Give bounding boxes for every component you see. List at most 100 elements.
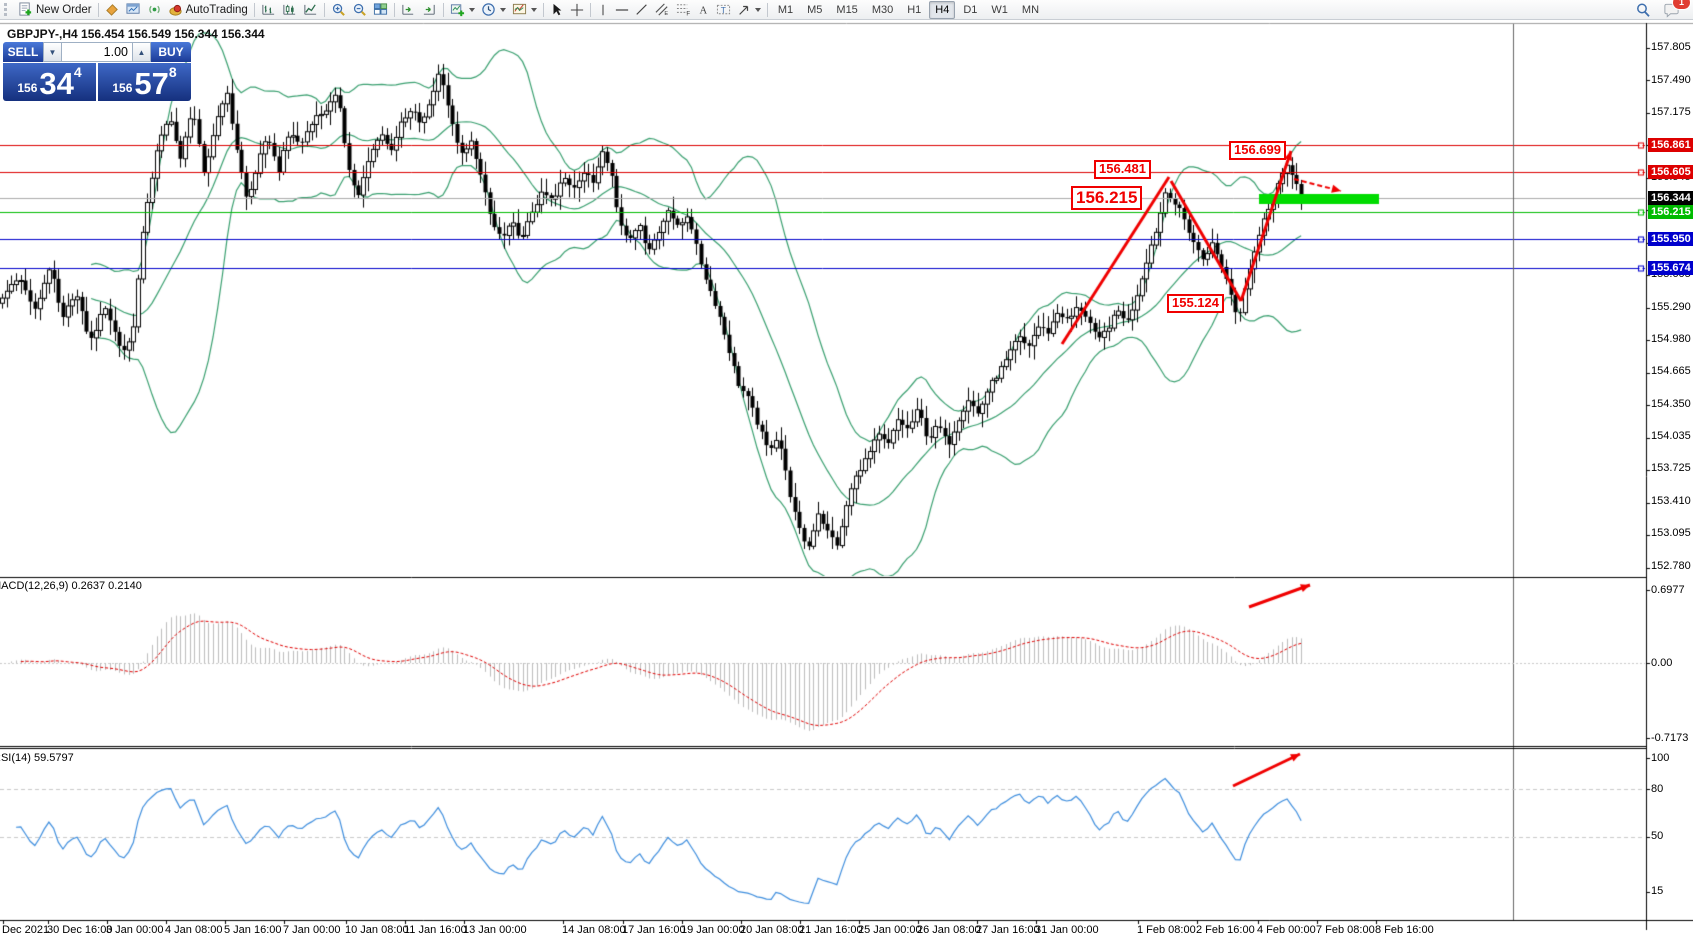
new-order-icon (18, 2, 33, 17)
timeframe-m5[interactable]: M5 (807, 3, 823, 16)
timeframe-switcher: M1 M5 M15 M30 H1 H4 D1 W1 MN (771, 0, 1046, 19)
text-tool-button[interactable]: A (694, 1, 713, 19)
chart-shift-button[interactable] (419, 1, 440, 19)
notification-badge: 1 (1673, 0, 1690, 9)
indicators-dropdown-caret[interactable] (468, 7, 475, 12)
price-line-label-155.950[interactable]: 155.950 (1648, 232, 1693, 247)
macd-axis-tick: 0.00 (1651, 656, 1673, 669)
sell-button[interactable]: SELL (3, 42, 43, 62)
buy-price-pip: 8 (168, 64, 177, 80)
volume-decrease-button[interactable]: ▼ (43, 42, 62, 62)
cursor-icon (550, 3, 564, 17)
zoom-in-button[interactable] (328, 1, 349, 19)
time-axis-label: 2 Feb 16:00 (1196, 924, 1255, 936)
crosshair-tool-button[interactable] (567, 1, 587, 19)
time-axis-label: 31 Jan 00:00 (1035, 924, 1099, 936)
price-axis-tick: 157.175 (1651, 106, 1691, 119)
vertical-line-tool-button[interactable] (594, 1, 612, 19)
buy-price-display[interactable]: 156 57 8 (98, 63, 191, 101)
timeframe-m1[interactable]: M1 (777, 3, 794, 16)
new-order-label: New Order (36, 3, 92, 16)
search-button[interactable] (1632, 1, 1654, 19)
macd-axis-tick: -0.7173 (1651, 731, 1689, 744)
timeframe-d1[interactable]: D1 (963, 3, 978, 16)
ticket-button[interactable] (102, 1, 123, 19)
periods-button[interactable] (478, 1, 509, 19)
zoom-out-icon (352, 2, 367, 17)
timeframe-m15[interactable]: M15 (836, 3, 858, 16)
signals-button[interactable] (144, 1, 165, 19)
price-line-label-156.344[interactable]: 156.344 (1648, 191, 1693, 206)
time-axis-label: 21 Jan 16:00 (799, 924, 863, 936)
trendline-icon (635, 3, 649, 17)
channel-tool-button[interactable]: E (652, 1, 673, 19)
zoom-in-icon (331, 2, 346, 17)
equidistant-channel-icon: E (655, 2, 670, 17)
annotation-price-label[interactable]: 156.699 (1229, 141, 1286, 160)
templates-dropdown-caret[interactable] (530, 7, 537, 12)
time-axis-label: 14 Jan 08:00 (562, 924, 626, 936)
chart-window-button[interactable] (123, 1, 144, 19)
main-toolbar: New Order AutoTrading (0, 0, 1693, 20)
price-line-label-155.674[interactable]: 155.674 (1648, 260, 1693, 275)
timeframe-w1[interactable]: W1 (991, 3, 1008, 16)
fibonacci-tool-button[interactable]: F (673, 1, 694, 19)
price-axis-tick: 152.780 (1651, 559, 1691, 572)
timeframe-h1[interactable]: H1 (907, 3, 922, 16)
time-axis-label: Dec 2021 (2, 924, 50, 936)
fibonacci-icon: F (676, 2, 691, 17)
autotrading-button[interactable]: AutoTrading (165, 1, 251, 19)
time-axis-label: 25 Jan 00:00 (858, 924, 922, 936)
rsi-axis-tick: 100 (1651, 751, 1670, 764)
timeframe-mn[interactable]: MN (1021, 3, 1040, 16)
autotrading-icon (168, 2, 183, 17)
price-line-label-156.861[interactable]: 156.861 (1648, 138, 1693, 153)
time-axis-label: 3 Jan 00:00 (106, 924, 164, 936)
toolbar-grip[interactable] (4, 3, 11, 16)
timeframe-h4[interactable]: H4 (929, 0, 956, 19)
buy-price-prefix: 156 (112, 81, 133, 95)
annotation-price-label[interactable]: 156.215 (1071, 186, 1143, 210)
price-chart-canvas[interactable] (0, 20, 1693, 941)
volume-increase-button[interactable]: ▲ (132, 42, 151, 62)
signal-icon (147, 2, 162, 17)
arrows-dropdown-caret[interactable] (754, 7, 761, 12)
horizontal-line-tool-button[interactable] (612, 1, 632, 19)
cursor-tool-button[interactable] (547, 1, 567, 19)
time-axis-label: 19 Jan 00:00 (681, 924, 745, 936)
svg-text:T: T (721, 5, 726, 15)
price-axis-tick: 154.665 (1651, 365, 1691, 378)
templates-button[interactable] (509, 1, 540, 19)
bar-chart-mode-button[interactable] (258, 1, 279, 19)
indicators-button[interactable] (447, 1, 478, 19)
separator (323, 2, 325, 17)
annotation-price-label[interactable]: 155.124 (1167, 294, 1224, 313)
bar-chart-icon (261, 2, 276, 17)
buy-button[interactable]: BUY (151, 42, 191, 62)
periods-dropdown-caret[interactable] (499, 7, 506, 12)
sell-price-display[interactable]: 156 34 4 (3, 63, 96, 101)
crosshair-icon (570, 3, 584, 17)
candlestick-mode-button[interactable] (279, 1, 300, 19)
separator (542, 2, 544, 17)
timeframe-m30[interactable]: M30 (871, 3, 894, 16)
volume-input[interactable] (62, 42, 132, 62)
macd-indicator-label: MACD(12,26,9) 0.2637 0.2140 (0, 580, 142, 592)
price-line-label-156.215[interactable]: 156.215 (1648, 204, 1693, 219)
tile-windows-button[interactable] (370, 1, 391, 19)
arrow-objects-icon (737, 3, 751, 17)
trendline-tool-button[interactable] (632, 1, 652, 19)
text-label-tool-button[interactable]: T (713, 1, 734, 19)
notifications-button[interactable]: 1 (1660, 0, 1690, 19)
line-chart-mode-button[interactable] (300, 1, 321, 19)
buy-price-big: 57 (134, 66, 169, 101)
price-line-label-156.605[interactable]: 156.605 (1648, 164, 1693, 179)
annotation-price-label[interactable]: 156.481 (1094, 160, 1151, 179)
zoom-out-button[interactable] (349, 1, 370, 19)
new-order-button[interactable]: New Order (15, 1, 95, 19)
auto-scroll-button[interactable] (398, 1, 419, 19)
arrows-tool-button[interactable] (734, 1, 764, 19)
price-axis-tick: 154.035 (1651, 430, 1691, 443)
